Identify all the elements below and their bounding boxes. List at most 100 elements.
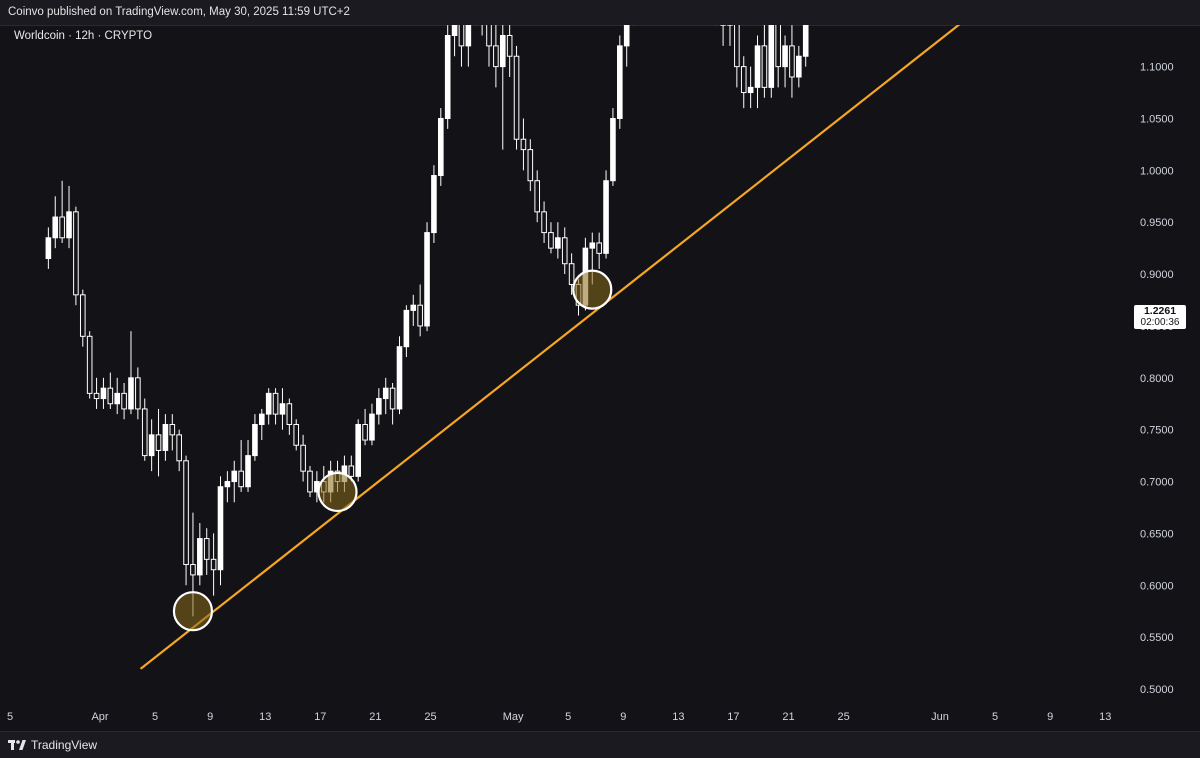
candle (142, 399, 147, 461)
y-tick-label: 1.0000 (1140, 165, 1174, 177)
candle (783, 36, 788, 88)
candle-body (280, 404, 285, 414)
candle (562, 227, 567, 274)
candle (149, 419, 154, 471)
candle (735, 25, 740, 87)
candle (239, 440, 244, 492)
y-tick-label: 0.5500 (1140, 632, 1174, 644)
candle (721, 25, 726, 46)
candle (383, 378, 388, 414)
candle-body (115, 393, 120, 403)
candle-body (521, 139, 526, 149)
y-tick-label: 1.0500 (1140, 113, 1174, 125)
candle-body (101, 388, 106, 398)
candle-body (803, 25, 808, 56)
candle-body (549, 233, 554, 249)
candle-body (562, 238, 567, 264)
y-tick-label: 0.6000 (1140, 580, 1174, 592)
candle-body (370, 414, 375, 440)
candle (494, 25, 499, 87)
candle-body (542, 212, 547, 233)
candle-body (590, 243, 595, 248)
candle-body (363, 424, 368, 440)
candle (53, 196, 58, 248)
footer-bar: TradingView (0, 731, 1200, 758)
y-tick-label: 0.9500 (1140, 217, 1174, 229)
candle (803, 25, 808, 67)
candle-body (129, 378, 134, 409)
candle-body (741, 67, 746, 93)
price-chart[interactable]: 1.75001.70001.65001.60001.55001.50001.45… (0, 25, 1200, 731)
candle-body (53, 217, 58, 238)
candle (521, 118, 526, 170)
candle-body (748, 87, 753, 92)
candle (507, 25, 512, 77)
candle-body (156, 435, 161, 451)
candle-body (466, 25, 471, 46)
candle (253, 414, 258, 461)
candle-body (569, 264, 574, 285)
candle (287, 399, 292, 435)
candle (67, 186, 72, 248)
candle-body (294, 424, 299, 445)
candle-body (87, 336, 92, 393)
x-tick-label: 5 (7, 711, 13, 723)
last-price-value: 1.2261 (1134, 305, 1186, 317)
candle-body (356, 424, 361, 476)
candle-body (425, 233, 430, 326)
candle-body (769, 25, 774, 87)
candle-body (198, 539, 203, 575)
candle-body (556, 238, 561, 248)
candle (115, 378, 120, 414)
candle (101, 378, 106, 409)
candle (741, 56, 746, 108)
candle-body (122, 393, 127, 409)
candle (225, 471, 230, 502)
candle-body (452, 25, 457, 36)
x-tick-label: May (503, 711, 524, 723)
candle-body (308, 471, 313, 492)
x-tick-label: 5 (152, 711, 158, 723)
candle-body (762, 46, 767, 87)
candle-body (776, 25, 781, 67)
candle (198, 523, 203, 585)
candle-body (487, 25, 492, 46)
candle-body (225, 482, 230, 487)
y-tick-label: 0.7000 (1140, 477, 1174, 489)
candle (87, 331, 92, 398)
candle-body (783, 46, 788, 67)
y-tick-label: 0.9000 (1140, 269, 1174, 281)
candle-body (266, 393, 271, 414)
candle (542, 201, 547, 242)
trendline-layer (141, 25, 1064, 668)
candle (232, 461, 237, 502)
y-tick-label: 0.5000 (1140, 684, 1174, 696)
candle (528, 139, 533, 191)
candle (769, 25, 774, 98)
x-tick-label: Jun (931, 711, 949, 723)
candle (411, 295, 416, 326)
candle-body (108, 388, 113, 404)
candle-body (507, 36, 512, 57)
candle (280, 388, 285, 429)
candle-body (735, 25, 740, 67)
candle-body (232, 471, 237, 481)
tradingview-logo[interactable]: TradingView (8, 738, 97, 752)
candle-body (797, 56, 802, 77)
y-tick-label: 0.8000 (1140, 373, 1174, 385)
candle (432, 165, 437, 243)
candle-body (439, 118, 444, 175)
candle-body (67, 212, 72, 238)
candles-layer (46, 25, 925, 616)
candle (273, 388, 278, 424)
support-trendline (141, 25, 1064, 668)
candle (94, 378, 99, 409)
last-price-badge: 1.2261 02:00:36 (1134, 305, 1186, 329)
candle-body (597, 243, 602, 253)
candle (363, 409, 368, 445)
candle (184, 456, 189, 586)
candle (80, 290, 85, 347)
candle (397, 336, 402, 414)
candle-body (170, 424, 175, 434)
candle-body (204, 539, 209, 560)
